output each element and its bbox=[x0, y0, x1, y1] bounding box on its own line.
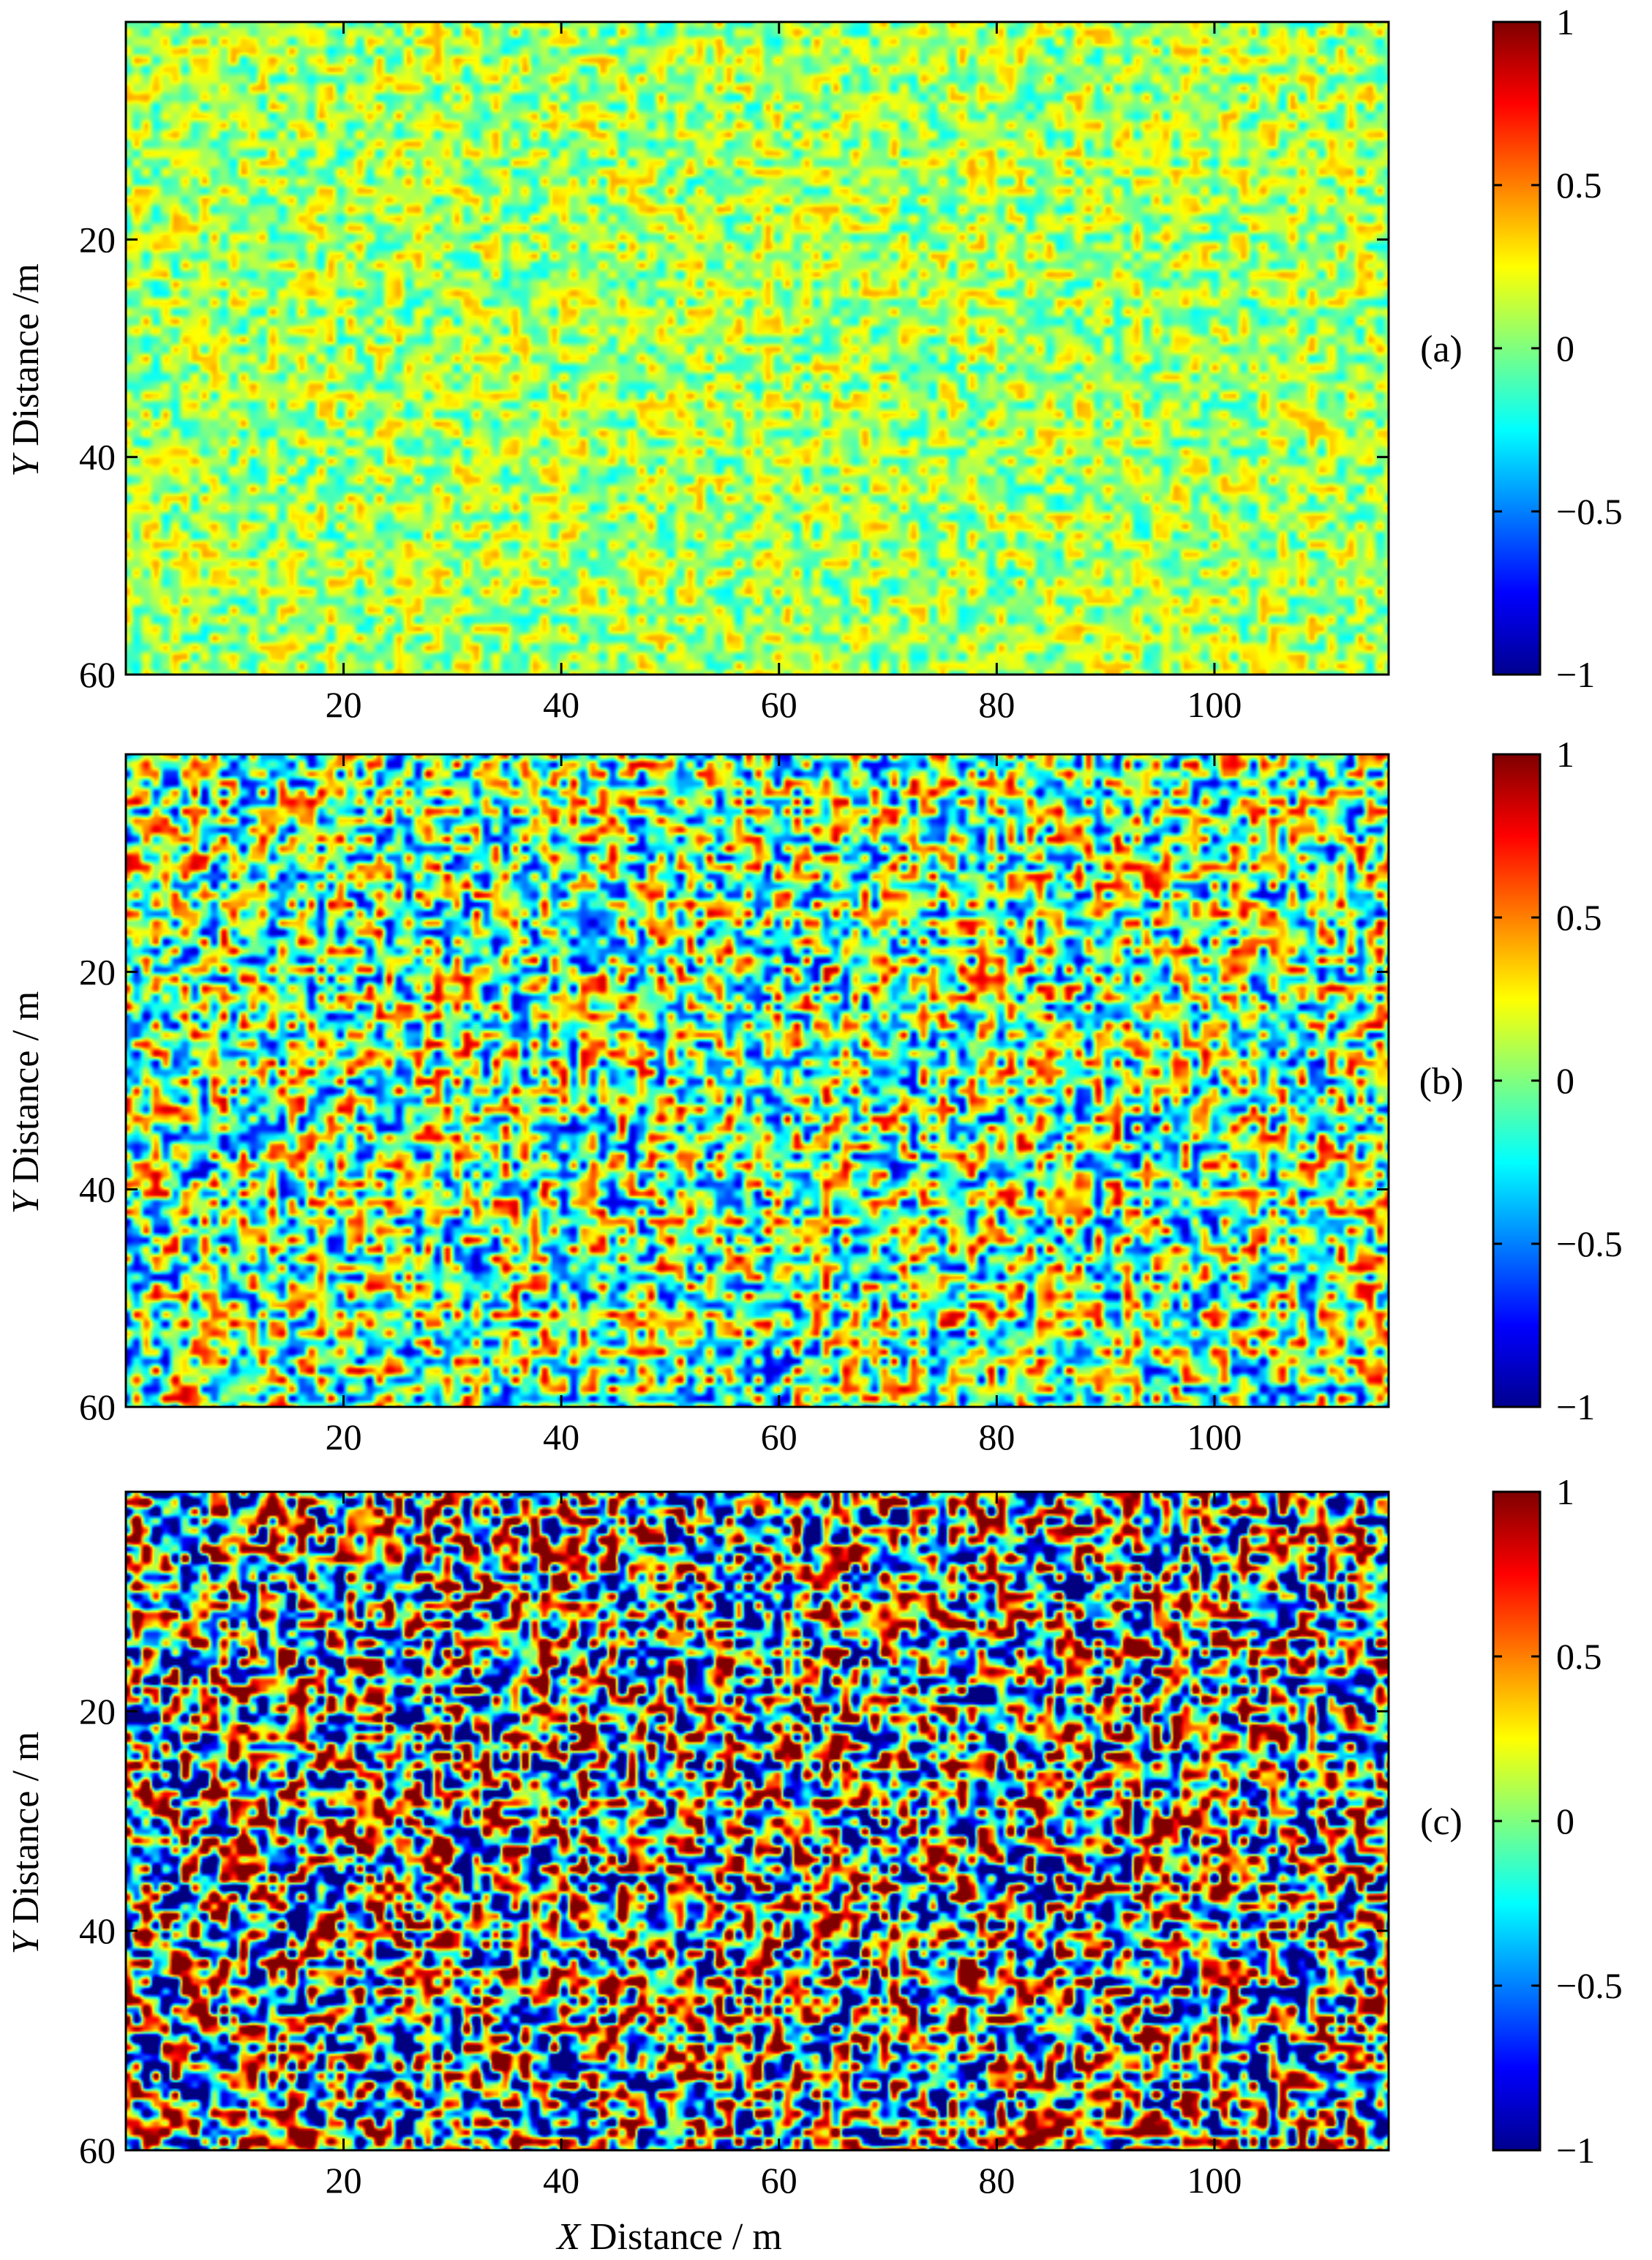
heatmap-field bbox=[126, 22, 1389, 675]
colorbar-tick-label: 1 bbox=[1556, 1471, 1574, 1512]
heatmap-field bbox=[126, 1492, 1389, 2150]
heatmap-field bbox=[126, 754, 1389, 1407]
x-tick-label: 100 bbox=[1187, 2160, 1242, 2201]
y-tick-label: 20 bbox=[79, 951, 116, 992]
y-tick-label: 20 bbox=[79, 219, 116, 260]
x-tick-label: 40 bbox=[543, 1416, 579, 1457]
panel-label: (b) bbox=[1419, 1061, 1464, 1103]
plot-frame bbox=[124, 20, 1390, 676]
y-axis-title: Y Distance / m bbox=[5, 991, 47, 1215]
x-tick-label: 100 bbox=[1187, 1416, 1242, 1457]
y-tick-label: 60 bbox=[79, 1386, 116, 1427]
plot-frame bbox=[124, 1490, 1390, 2152]
x-tick-label: 20 bbox=[326, 1416, 362, 1457]
plot-frame bbox=[124, 753, 1390, 1408]
y-tick-label: 60 bbox=[79, 2130, 116, 2171]
panel-b: 20 40 60 80 100 20 40 60 Y Distance / m (b) 1 0.5 0 −… bbox=[5, 734, 1623, 1457]
y-tick-label: 40 bbox=[79, 437, 116, 478]
colorbar-tick-label: 0.5 bbox=[1556, 165, 1602, 206]
panel-c: 20 40 60 80 100 20 40 60 Y Distance / m X Distanc… bbox=[5, 1471, 1623, 2258]
y-tick-label: 40 bbox=[79, 1910, 116, 1951]
panel-label: (a) bbox=[1420, 329, 1463, 370]
colorbar-tick-label: −0.5 bbox=[1556, 491, 1623, 532]
colorbar-tick-label: 0.5 bbox=[1556, 897, 1602, 938]
x-axis-title: X Distance / m bbox=[555, 2216, 782, 2258]
y-axis-title: Y Distance / m bbox=[5, 1732, 47, 1955]
x-tick-label: 60 bbox=[761, 2160, 797, 2201]
y-tick-label: 40 bbox=[79, 1169, 116, 1210]
y-tick-label: 20 bbox=[79, 1691, 116, 1732]
colorbar-tick-label: 0 bbox=[1556, 328, 1574, 369]
x-tick-label: 40 bbox=[543, 684, 579, 725]
x-tick-label: 60 bbox=[761, 684, 797, 725]
panel-label: (c) bbox=[1420, 1801, 1463, 1843]
x-tick-label: 80 bbox=[978, 2160, 1015, 2201]
colorbar-tick-label: 0 bbox=[1556, 1801, 1574, 1842]
x-tick-label: 100 bbox=[1187, 684, 1242, 725]
x-tick-label: 40 bbox=[543, 2160, 579, 2201]
colorbar-tick-label: −0.5 bbox=[1556, 1223, 1623, 1264]
x-tick-label: 80 bbox=[978, 1416, 1015, 1457]
x-tick-label: 20 bbox=[326, 684, 362, 725]
panel-a: 20 40 60 80 100 20 40 60 Y Distance /m (a) 1 0.5 0 −0… bbox=[5, 1, 1623, 725]
colorbar-tick-label: 1 bbox=[1556, 734, 1574, 775]
colorbar-tick-label: −0.5 bbox=[1556, 1965, 1623, 2006]
x-tick-label: 80 bbox=[978, 684, 1015, 725]
colorbar-tick-label: −1 bbox=[1556, 2130, 1595, 2171]
y-tick-label: 60 bbox=[79, 654, 116, 695]
colorbar-tick-label: −1 bbox=[1556, 654, 1595, 695]
x-tick-label: 20 bbox=[326, 2160, 362, 2201]
x-tick-label: 60 bbox=[761, 1416, 797, 1457]
y-axis-title: Y Distance /m bbox=[5, 263, 47, 477]
colorbar-tick-label: 0.5 bbox=[1556, 1636, 1602, 1677]
colorbar-tick-label: 0 bbox=[1556, 1060, 1574, 1101]
colorbar-tick-label: −1 bbox=[1556, 1386, 1595, 1427]
colorbar-tick-label: 1 bbox=[1556, 1, 1574, 42]
